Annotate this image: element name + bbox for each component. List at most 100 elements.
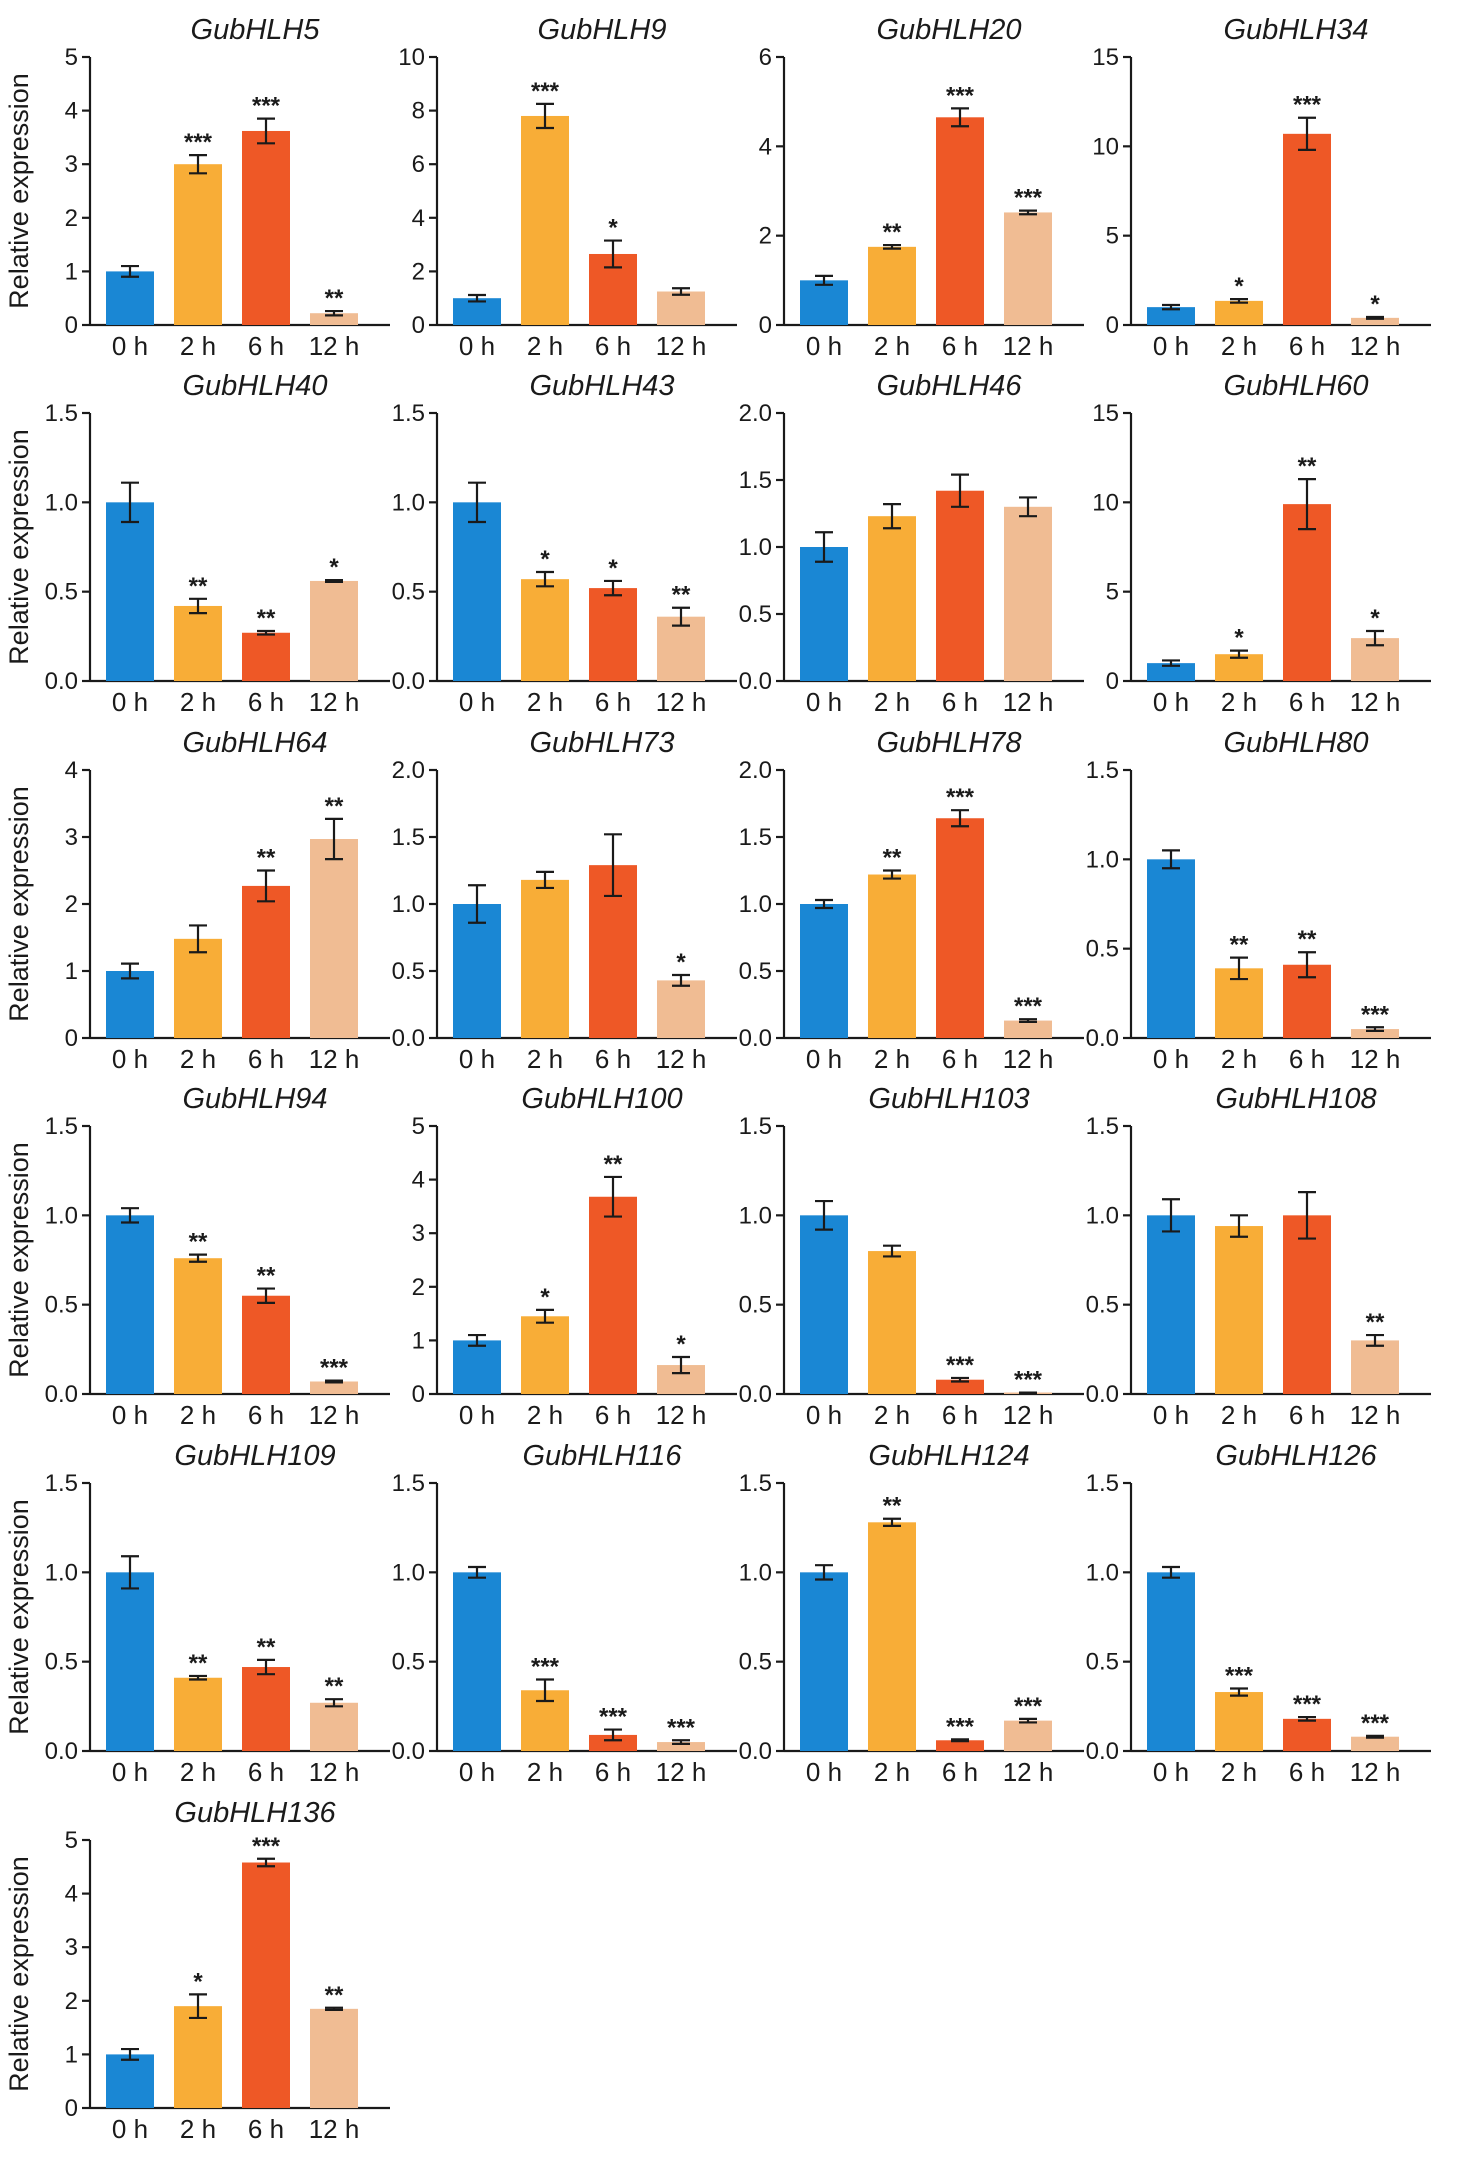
x-tick-label: 12 h	[1350, 1757, 1401, 1787]
x-tick-label: 2 h	[180, 1757, 216, 1787]
x-tick-label: 6 h	[942, 687, 978, 717]
y-tick-label: 2	[759, 223, 772, 250]
chart-panel-gubhlh126: GubHLH126 0.0 0.5 1.0 1.5 0 h *** 2 h *** 6 h *** 1…	[1086, 1440, 1431, 1787]
x-tick-label: 12 h	[1350, 1044, 1401, 1074]
y-tick-label: 1.5	[1086, 1113, 1119, 1140]
significance-label: *	[676, 949, 686, 976]
chart-title: GubHLH60	[1223, 370, 1368, 402]
bar-0h	[453, 502, 501, 681]
significance-label: ***	[1293, 92, 1322, 119]
y-tick-label: 1	[65, 2041, 78, 2068]
significance-label: ***	[252, 93, 281, 120]
bar-0h	[800, 280, 848, 325]
bar-6h	[1283, 504, 1331, 681]
bar-0h	[1147, 1572, 1195, 1751]
y-tick-label: 10	[1092, 489, 1119, 516]
bar-0h	[800, 1215, 848, 1394]
y-tick-label: 4	[412, 205, 425, 232]
chart-title: GubHLH40	[182, 370, 327, 402]
x-tick-label: 6 h	[942, 331, 978, 361]
significance-label: *	[193, 1968, 203, 1995]
bar-12h	[310, 580, 358, 681]
y-tick-label: 1.0	[739, 1559, 772, 1586]
significance-label: **	[1230, 932, 1249, 959]
chart-title: GubHLH103	[868, 1083, 1029, 1115]
bar-0h	[1147, 307, 1195, 325]
bar-12h	[1351, 1736, 1399, 1751]
y-tick-label: 0.0	[1086, 1381, 1119, 1408]
y-tick-label: 8	[412, 98, 425, 125]
chart-panel-gubhlh40: GubHLH40 Relative expression 0.0 0.5 1.0 1.5 0…	[4, 370, 390, 717]
chart-title: GubHLH46	[876, 370, 1022, 402]
significance-label: *	[1234, 273, 1244, 300]
bar-0h	[800, 904, 848, 1038]
significance-label: *	[540, 546, 550, 573]
x-tick-label: 12 h	[656, 1400, 707, 1430]
y-tick-label: 0.0	[739, 1025, 772, 1052]
significance-label: *	[1370, 605, 1380, 632]
y-tick-label: 1.0	[739, 534, 772, 561]
significance-label: **	[257, 1263, 276, 1290]
x-tick-label: 6 h	[595, 1400, 631, 1430]
y-tick-label: 0.5	[739, 1292, 772, 1319]
bar-12h	[310, 839, 358, 1038]
y-tick-label: 2.0	[739, 757, 772, 784]
y-tick-label: 3	[65, 151, 78, 178]
significance-label: *	[1370, 291, 1380, 318]
significance-label: **	[257, 845, 276, 872]
bar-2h	[521, 115, 569, 326]
chart-panel-gubhlh109: GubHLH109 Relative expression 0.0 0.5 1.0 1.5…	[4, 1440, 390, 1787]
y-axis-label: Relative expression	[4, 73, 34, 309]
y-tick-label: 1.0	[392, 489, 425, 516]
y-tick-label: 5	[1106, 223, 1119, 250]
bar-12h	[310, 1381, 358, 1394]
x-tick-label: 12 h	[309, 331, 360, 361]
significance-label: ***	[1014, 1367, 1043, 1394]
y-tick-label: 6	[412, 151, 425, 178]
bar-0h	[1147, 663, 1195, 681]
y-tick-label: 15	[1092, 44, 1119, 71]
bar-2h	[521, 879, 569, 1038]
significance-label: ***	[946, 784, 975, 811]
bar-6h	[242, 130, 290, 325]
x-tick-label: 6 h	[942, 1757, 978, 1787]
y-tick-label: 0.0	[739, 1738, 772, 1765]
bar-0h	[453, 904, 501, 1038]
y-tick-label: 2	[65, 891, 78, 918]
significance-label: ***	[1293, 1691, 1322, 1718]
significance-label: ***	[531, 1654, 560, 1681]
y-tick-label: 0	[412, 312, 425, 339]
y-tick-label: 1.0	[739, 891, 772, 918]
significance-label: *	[1234, 625, 1244, 652]
chart-title: GubHLH126	[1215, 1440, 1377, 1472]
y-tick-label: 4	[759, 133, 772, 160]
significance-label: **	[325, 1982, 344, 2009]
chart-panel-gubhlh43: GubHLH43 0.0 0.5 1.0 1.5 0 h * 2 h * 6 h ** 12 h	[392, 370, 737, 717]
y-tick-label: 0.0	[1086, 1738, 1119, 1765]
x-tick-label: 0 h	[1153, 1757, 1189, 1787]
bar-12h	[310, 2008, 358, 2108]
x-tick-label: 2 h	[874, 1400, 910, 1430]
bar-2h	[174, 938, 222, 1038]
y-tick-label: 1.0	[392, 891, 425, 918]
chart-panel-gubhlh136: GubHLH136 Relative expression 0 1 2 3 4 5 0 h * 2 …	[4, 1797, 390, 2144]
bar-2h	[868, 874, 916, 1038]
significance-label: ***	[1361, 1001, 1390, 1028]
bar-2h	[868, 1251, 916, 1394]
x-tick-label: 0 h	[112, 2114, 148, 2144]
x-tick-label: 0 h	[112, 1044, 148, 1074]
y-tick-label: 1.5	[1086, 757, 1119, 784]
bar-6h	[1283, 1215, 1331, 1394]
y-tick-label: 2	[412, 258, 425, 285]
significance-label: **	[325, 1673, 344, 1700]
bar-2h	[174, 605, 222, 681]
chart-panel-gubhlh60: GubHLH60 0 5 10 15 0 h * 2 h ** 6 h * 12 h	[1092, 370, 1431, 717]
chart-title: GubHLH80	[1223, 727, 1368, 759]
y-tick-label: 0.0	[392, 1738, 425, 1765]
chart-panel-gubhlh124: GubHLH124 0.0 0.5 1.0 1.5 0 h ** 2 h *** 6 h *** 12…	[739, 1440, 1084, 1787]
y-tick-label: 1	[65, 258, 78, 285]
significance-label: **	[257, 605, 276, 632]
x-tick-label: 2 h	[527, 1757, 563, 1787]
bar-2h	[521, 579, 569, 681]
